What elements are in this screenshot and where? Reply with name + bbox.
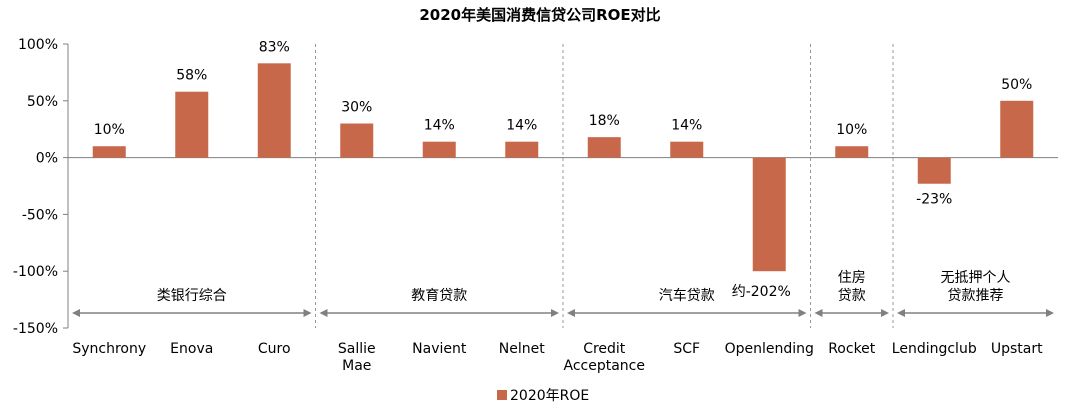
data-label: 14% [424,118,455,134]
category-labels: Synchrony Enova Curo Sallie Mae Navient Nelnet… [72,341,1043,374]
y-tick-label: 100% [18,37,58,53]
y-tick-label: -150% [13,321,58,337]
bar [92,146,126,158]
chart-title: 2020年美国消费信贷公司ROE对比 [419,6,660,24]
category-label: Curo [258,341,291,357]
data-label: 50% [1001,77,1032,93]
bar [257,63,291,158]
category-label: Credit Acceptance [564,341,645,374]
group-arrow-head [551,309,559,317]
data-label: 58% [176,68,207,84]
group-labels: 类银行综合 教育贷款 汽车贷款 住房贷款 无抵押个人贷款推荐 [72,270,1054,317]
category-label: Synchrony [72,341,146,357]
data-label: 83% [259,39,290,55]
group-arrow-head [319,309,328,317]
data-label: 30% [341,100,372,116]
group-arrow-head [814,309,823,317]
category-label: Openlending [725,341,814,357]
bar-series [92,63,1034,272]
category-label: Navient [412,341,467,357]
y-tick-label: -50% [22,207,58,223]
bar [917,157,951,184]
y-tick-label: 50% [27,94,58,110]
group-arrow-head [897,309,905,317]
y-tick-label: -100% [13,264,58,280]
category-label: Sallie Mae [338,341,376,374]
data-label: 10% [94,122,125,138]
legend-label: 2020年ROE [510,388,589,404]
category-label: Upstart [991,341,1043,357]
y-tick-label: 0% [36,151,58,167]
group-arrow-head [798,309,807,317]
data-label: 14% [671,118,702,134]
bar [587,137,621,158]
group-arrow-head [881,309,889,317]
group-label: 类银行综合 [157,288,227,304]
data-label: 14% [506,118,537,134]
bar [505,141,539,158]
bar [175,91,209,158]
y-axis: 100% 50% 0% -50% -100% -150% [13,37,1058,337]
category-label: Nelnet [499,341,545,357]
legend-swatch [497,390,507,400]
category-label: Lendingclub [892,341,977,357]
bar [1000,100,1034,158]
group-arrow-head [72,309,80,317]
category-label: Rocket [828,341,876,357]
data-label: -23% [916,192,952,208]
category-label: SCF [673,341,700,357]
group-label: 无抵押个人贷款推荐 [941,270,1011,304]
bar [340,123,374,158]
group-arrow-head [303,309,312,317]
data-labels: 10% 58% 83% 30% 14% 14% 18% 14% 约-202% 10% -23% 50% [94,39,1033,300]
group-label: 住房贷款 [838,270,866,304]
legend: 2020年ROE [497,388,589,404]
bar [752,157,786,272]
bar [670,141,704,158]
group-dividers [315,44,894,328]
data-label: 10% [836,122,867,138]
group-arrow-head [1046,309,1054,317]
group-label: 教育贷款 [411,288,467,304]
category-label: Enova [170,341,213,357]
group-arrow-head [567,309,575,317]
group-label: 汽车贷款 [659,287,715,304]
data-label: 约-202% [732,284,791,300]
bar [422,141,456,158]
data-label: 18% [589,113,620,129]
bar [835,146,869,158]
